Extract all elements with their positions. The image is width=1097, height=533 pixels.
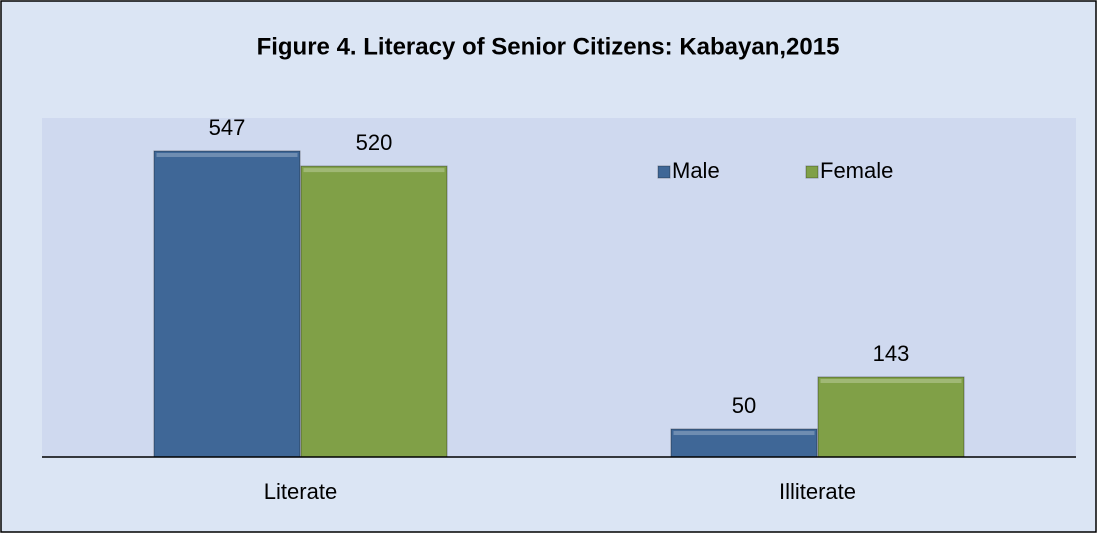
bar-bevel (820, 379, 962, 384)
legend-label: Male (672, 158, 720, 183)
bar (300, 165, 448, 458)
data-label: 143 (873, 341, 910, 366)
data-label: 50 (732, 393, 756, 418)
bar-bevel (156, 153, 298, 157)
x-tick-label: Literate (264, 479, 337, 504)
bar (153, 150, 301, 458)
bar (670, 428, 818, 458)
chart-title: Figure 4. Literacy of Senior Citizens: K… (257, 33, 840, 60)
bar-bevel (303, 168, 445, 173)
data-label: 547 (209, 115, 246, 140)
bar (817, 376, 965, 458)
legend-swatch (657, 165, 671, 179)
data-label: 520 (356, 130, 393, 155)
bar-bevel (673, 431, 815, 436)
legend-label: Female (820, 158, 893, 183)
legend-swatch (805, 165, 819, 179)
x-tick-label: Illiterate (779, 479, 856, 504)
